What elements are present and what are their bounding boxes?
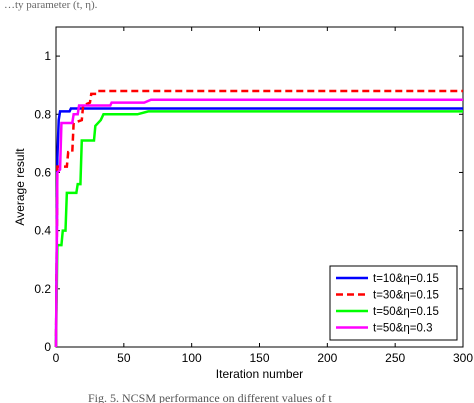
x-tick-label: 0 bbox=[53, 351, 60, 365]
x-tick-label: 150 bbox=[249, 351, 269, 365]
legend-entry: t=50&η=0.3 bbox=[373, 323, 432, 335]
legend: t=10&η=0.15 t=30&η=0.15 t=50&η=0.15 t=50&η=… bbox=[329, 265, 458, 341]
x-tick-label: 200 bbox=[317, 351, 337, 365]
y-axis-label: Average result bbox=[13, 148, 27, 226]
y-tick-label: 0.2 bbox=[34, 282, 51, 296]
x-tick-label: 250 bbox=[385, 351, 405, 365]
y-tick-label: 0 bbox=[44, 340, 51, 354]
x-tick-label: 50 bbox=[117, 351, 131, 365]
x-axis: 0 50 100 150 200 250 300 bbox=[53, 27, 473, 365]
x-tick-label: 300 bbox=[453, 351, 473, 365]
header-fragment: …ty parameter (t, η). bbox=[4, 0, 98, 11]
y-tick-label: 0.4 bbox=[34, 224, 51, 238]
series-line-4 bbox=[54, 98, 463, 348]
x-tick-label: 100 bbox=[182, 351, 202, 365]
legend-entry: t=30&η=0.15 bbox=[373, 290, 439, 302]
series-line-1 bbox=[54, 107, 463, 348]
series-line-3 bbox=[54, 110, 463, 348]
figure-caption: Fig. 5. NCSM performance on different va… bbox=[88, 391, 332, 403]
y-tick-label: 0.6 bbox=[34, 165, 51, 179]
legend-entry: t=10&η=0.15 bbox=[373, 273, 439, 285]
legend-entry: t=50&η=0.15 bbox=[373, 306, 439, 318]
y-tick-label: 0.8 bbox=[34, 107, 51, 121]
x-axis-label: Iteration number bbox=[216, 367, 303, 381]
series-line-2 bbox=[54, 89, 463, 348]
y-tick-label: 1 bbox=[44, 49, 51, 63]
series-lines bbox=[54, 89, 463, 348]
